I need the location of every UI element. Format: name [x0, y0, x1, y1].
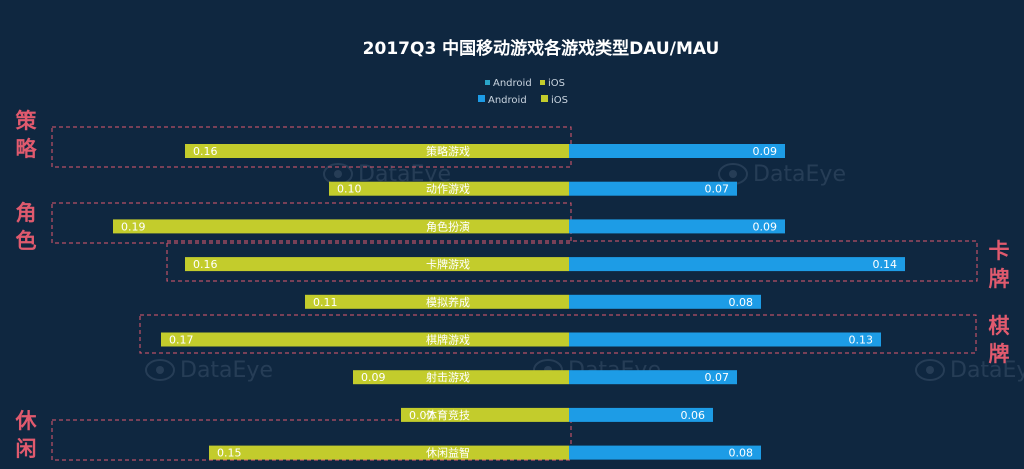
bar-android — [569, 407, 713, 422]
category-row: 0.11 0.08 模拟养成 — [305, 294, 761, 309]
eye-pupil — [156, 366, 164, 374]
bars-layer: 0.16 0.09 策略游戏 0.10 0.07 动作游戏 0.19 0.09 角色扮演 0.16… — [113, 144, 905, 460]
legend: Android iOS Android iOS — [478, 78, 568, 106]
value-label-android: 0.06 — [681, 409, 706, 422]
value-label-android: 0.07 — [705, 371, 730, 384]
value-label-android: 0.07 — [705, 183, 730, 196]
highlight-label-char: 牌 — [989, 342, 1010, 366]
bar-android — [569, 181, 737, 196]
value-label-android: 0.14 — [873, 258, 898, 271]
value-label-ios: 0.19 — [121, 220, 146, 233]
legend-label-ios: iOS — [551, 95, 568, 106]
bar-ios — [329, 181, 569, 196]
highlight-label-char: 休 — [15, 409, 38, 433]
highlight-label-char: 棋 — [989, 314, 1010, 338]
highlight-label-char: 闲 — [16, 437, 37, 461]
legend-swatch-ios — [540, 80, 545, 85]
category-label: 动作游戏 — [426, 183, 470, 196]
watermark-text: DataEye — [753, 162, 846, 187]
category-label: 射击游戏 — [426, 370, 470, 384]
category-row: 0.17 0.13 棋牌游戏 — [161, 332, 881, 347]
bar-ios — [185, 257, 569, 272]
watermark-text: DataEye — [950, 358, 1024, 383]
value-label-ios: 0.16 — [193, 145, 218, 158]
bar-android — [569, 219, 785, 234]
bar-ios — [161, 332, 569, 347]
bar-ios — [305, 294, 569, 309]
legend-swatch-android — [485, 80, 490, 85]
bar-android — [569, 294, 761, 309]
highlight-box — [51, 419, 572, 461]
highlight-right: 卡牌 — [166, 239, 1010, 291]
highlight-box — [139, 314, 977, 354]
bar-android — [569, 257, 905, 272]
category-row: 0.09 0.07 射击游戏 — [353, 370, 737, 385]
watermark-text: DataEye — [180, 358, 273, 383]
value-label-ios: 0.15 — [217, 447, 242, 460]
watermark: DataEye — [718, 162, 846, 187]
bar-ios — [185, 144, 569, 158]
value-label-android: 0.08 — [729, 296, 754, 309]
category-label: 角色扮演 — [426, 219, 470, 233]
bar-ios — [113, 219, 569, 234]
category-row: 0.07 0.06 体育竞技 — [401, 407, 713, 422]
watermark: DataEye — [915, 358, 1024, 383]
bar-android — [569, 445, 761, 460]
value-label-ios: 0.16 — [193, 258, 218, 271]
value-label-ios: 0.09 — [361, 371, 386, 384]
value-label-android: 0.08 — [729, 447, 754, 460]
bar-ios — [209, 445, 569, 460]
legend-label-android: Android — [493, 78, 532, 89]
eye-pupil — [729, 170, 737, 178]
eye-pupil — [926, 366, 934, 374]
legend-row: Android iOS — [485, 78, 565, 89]
category-label: 卡牌游戏 — [426, 257, 470, 271]
value-label-ios: 0.17 — [169, 334, 194, 347]
category-label: 休闲益智 — [426, 446, 470, 460]
chart-title: 2017Q3 中国移动游戏各游戏类型DAU/MAU — [363, 38, 720, 59]
legend-swatch-android — [478, 95, 485, 102]
legend-swatch-ios — [541, 95, 548, 102]
value-label-android: 0.13 — [849, 334, 874, 347]
highlight-left: 休闲 — [15, 409, 572, 461]
highlight-label-char: 卡 — [989, 239, 1010, 263]
highlight-box — [166, 240, 978, 282]
category-row: 0.19 0.09 角色扮演 — [113, 219, 785, 234]
bar-ios — [353, 370, 569, 385]
highlight-label-char: 略 — [16, 137, 38, 161]
category-row: 0.16 0.09 策略游戏 — [185, 144, 785, 158]
highlight-label-char: 色 — [16, 229, 37, 253]
highlight-label-char: 策 — [16, 109, 38, 133]
highlight-right: 棋牌 — [139, 314, 1010, 366]
category-label: 棋牌游戏 — [426, 333, 470, 347]
bar-android — [569, 370, 737, 385]
category-row: 0.16 0.14 卡牌游戏 — [185, 257, 905, 272]
eye-icon — [145, 359, 175, 381]
eye-pupil — [334, 170, 342, 178]
legend-label-android: Android — [488, 95, 527, 106]
category-label: 体育竞技 — [426, 408, 470, 422]
highlight-label-char: 牌 — [989, 267, 1010, 291]
watermark: DataEye — [145, 358, 273, 383]
eye-icon — [915, 359, 945, 381]
bar-android — [569, 332, 881, 347]
category-label: 模拟养成 — [426, 295, 470, 309]
highlight-label-char: 角 — [16, 201, 37, 225]
value-label-ios: 0.11 — [313, 296, 338, 309]
category-row: 0.15 0.08 休闲益智 — [209, 445, 761, 460]
value-label-android: 0.09 — [753, 220, 778, 233]
bar-ios — [401, 407, 569, 422]
legend-label-ios: iOS — [548, 78, 565, 89]
category-row: 0.10 0.07 动作游戏 — [329, 181, 737, 196]
value-label-ios: 0.07 — [409, 409, 434, 422]
bar-android — [569, 144, 785, 158]
value-label-ios: 0.10 — [337, 183, 362, 196]
value-label-android: 0.09 — [753, 145, 778, 158]
highlight-left: 策略 — [16, 109, 572, 168]
highlight-left: 角色 — [16, 201, 572, 253]
legend-row-echo: Android iOS — [478, 95, 568, 106]
category-label: 策略游戏 — [426, 144, 470, 158]
